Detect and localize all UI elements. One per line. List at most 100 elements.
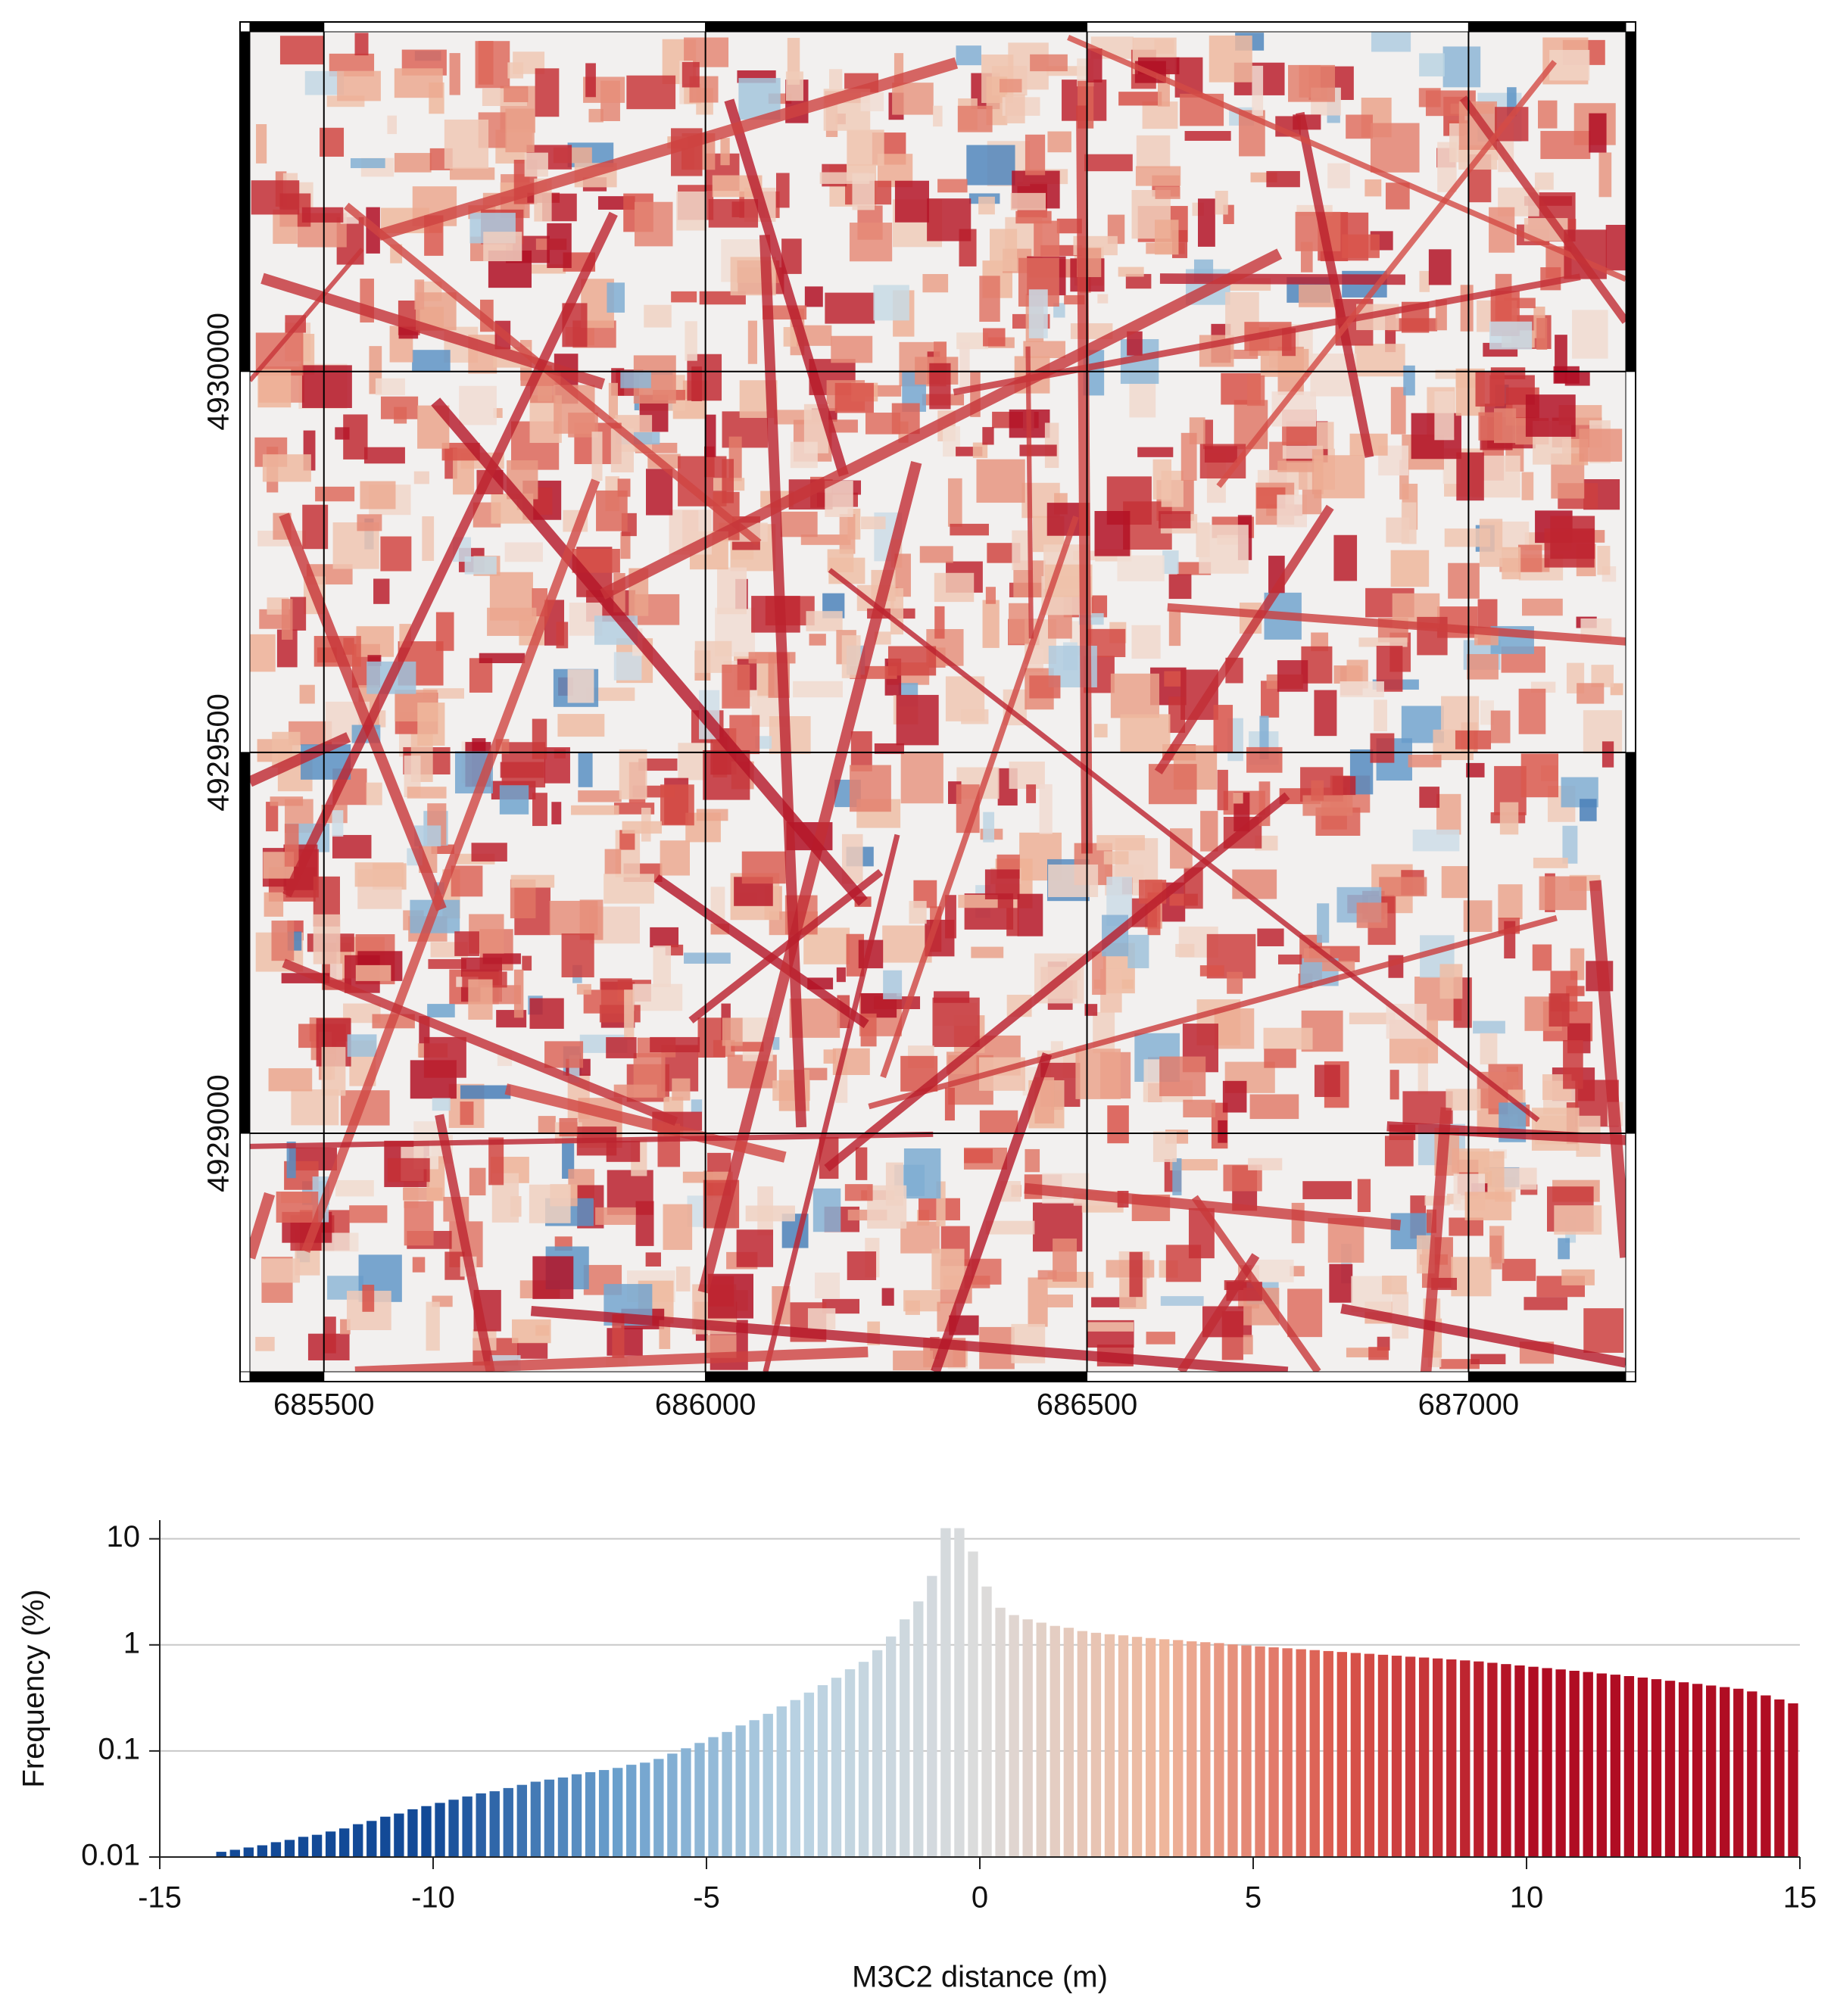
map-frame <box>239 21 1636 1382</box>
map-block <box>831 335 873 363</box>
map-block <box>417 703 445 746</box>
map-block <box>284 824 299 867</box>
map-block <box>1539 876 1587 911</box>
map-block <box>1463 900 1492 932</box>
bar <box>366 1821 377 1857</box>
map-block <box>1473 1020 1505 1034</box>
map-block <box>1518 688 1546 734</box>
map-block <box>413 471 429 485</box>
map-block <box>1246 746 1283 773</box>
map-block <box>426 1301 440 1351</box>
map-block <box>1017 893 1043 936</box>
bar <box>844 1669 856 1857</box>
map-block <box>301 333 315 375</box>
map-block <box>613 1084 657 1098</box>
map-block <box>1522 598 1563 616</box>
bar <box>803 1692 815 1857</box>
map-street <box>1589 880 1632 1258</box>
map-block <box>380 536 412 572</box>
bar <box>927 1575 937 1857</box>
map-block <box>934 991 970 1003</box>
map-block <box>747 320 757 364</box>
map-block <box>1368 1347 1389 1360</box>
y-tick-label: 0.01 <box>81 1839 140 1872</box>
map-block <box>1129 1251 1143 1298</box>
map-block <box>459 385 497 425</box>
map-block <box>1277 660 1308 692</box>
bar <box>694 1743 705 1857</box>
bar <box>530 1781 541 1857</box>
map-block <box>1384 1136 1414 1167</box>
map-block <box>1135 166 1181 186</box>
map-block <box>1550 516 1595 559</box>
map-block <box>1136 135 1171 169</box>
map-block <box>357 514 382 531</box>
map-block <box>321 1046 346 1096</box>
map-block <box>1605 224 1626 271</box>
map-street <box>244 1192 276 1260</box>
map-block <box>961 709 989 724</box>
map-block <box>1092 951 1106 996</box>
map-block <box>653 946 672 987</box>
map-block <box>619 830 635 850</box>
map-street <box>1167 603 1626 646</box>
map-block <box>685 321 697 361</box>
map-block <box>1137 447 1174 457</box>
bar <box>1637 1677 1648 1857</box>
map-block <box>1214 1008 1255 1049</box>
map-street <box>653 874 869 1029</box>
map-block <box>1419 53 1445 76</box>
map-block <box>1577 683 1605 704</box>
map-block <box>1524 1297 1568 1310</box>
map-block <box>931 1248 965 1290</box>
bar <box>1610 1675 1621 1857</box>
y-axis-label: Frequency (%) <box>17 1589 51 1787</box>
map-block <box>1561 1269 1595 1285</box>
map-block <box>1520 753 1559 798</box>
map-street <box>249 1131 934 1149</box>
bar <box>1009 1615 1019 1857</box>
map-street <box>824 792 1290 1172</box>
map-block <box>1213 705 1234 753</box>
map-block <box>281 599 293 640</box>
map-block <box>1005 94 1025 123</box>
bar <box>1651 1679 1662 1857</box>
map-block <box>1314 690 1337 737</box>
bar <box>735 1725 746 1857</box>
map-block <box>957 105 993 132</box>
map-block <box>1199 965 1224 977</box>
map-block <box>1252 65 1264 117</box>
map-street <box>1191 1195 1321 1374</box>
map-block <box>632 983 683 1011</box>
map-block <box>1152 1131 1177 1162</box>
map-block <box>850 731 872 771</box>
map-block <box>1277 954 1302 964</box>
map-block <box>1540 130 1591 160</box>
map-block <box>362 1285 375 1312</box>
map-block <box>266 802 279 832</box>
map-block <box>836 967 846 983</box>
map-block <box>1291 1202 1305 1244</box>
map-block <box>1441 866 1469 899</box>
map-block <box>1456 452 1484 501</box>
bar <box>1555 1669 1566 1857</box>
map-block <box>937 179 968 193</box>
map-block <box>585 63 596 98</box>
map-block <box>1602 741 1614 768</box>
frame-segment <box>1625 1133 1636 1373</box>
bar <box>1747 1691 1757 1857</box>
bar <box>790 1700 801 1857</box>
map-block <box>1125 273 1152 289</box>
bar <box>1692 1684 1703 1857</box>
map-block <box>1504 921 1516 959</box>
map-block <box>1152 459 1171 500</box>
map-block <box>675 1266 691 1292</box>
map-block <box>736 1229 774 1267</box>
bar <box>257 1845 268 1857</box>
map-block <box>1277 494 1307 528</box>
bar <box>1200 1642 1211 1857</box>
map-block <box>366 782 382 805</box>
map-block <box>979 1110 1018 1134</box>
map-block <box>1349 1012 1396 1024</box>
map-block <box>687 354 722 401</box>
